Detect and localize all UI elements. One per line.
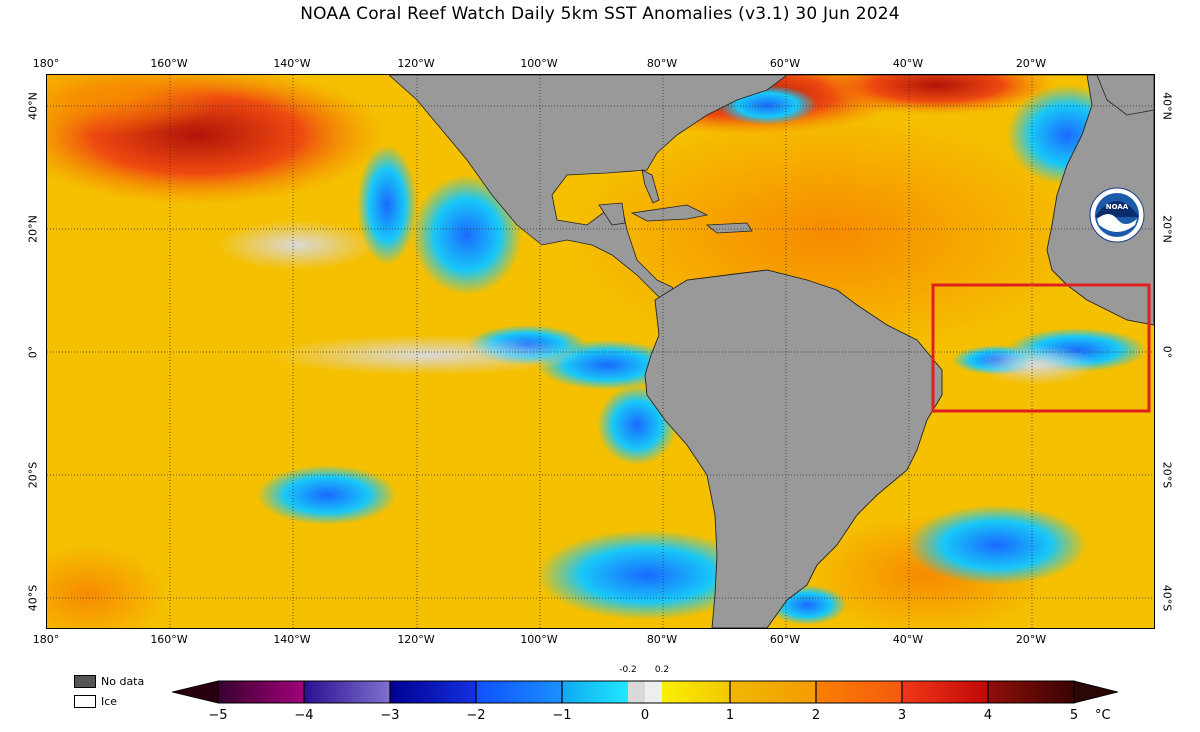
ice-swatch — [74, 695, 96, 708]
colorbar-tick-2: 2 — [811, 708, 821, 723]
colorbar-tick-4: 4 — [983, 708, 993, 723]
colorbar-min-extend — [172, 680, 219, 704]
lon-tick-top-140w: 140°W — [273, 57, 311, 70]
lat-tick-left-20s: 20°S — [26, 461, 40, 489]
lon-tick-top-80w: 80°W — [646, 57, 678, 70]
colorbar-seg-pos5 — [988, 681, 1074, 703]
highlight-box — [931, 283, 1151, 413]
colorbar-tick-neg2: −2 — [466, 708, 486, 723]
colorbar-dividers — [303, 681, 989, 703]
neutral-north-pacific — [217, 220, 377, 270]
warm-anomaly-far-north-atlantic — [817, 75, 1057, 115]
colorbar-outline — [217, 680, 1075, 704]
lon-tick-bottom-100w: 100°W — [520, 633, 558, 646]
colorbar-tick-neg0-2: -0.2 — [619, 665, 637, 675]
cool-anomaly-sw-pacific — [257, 465, 397, 525]
lon-tick-bottom-160w: 160°W — [150, 633, 188, 646]
lon-tick-top-20w: 20°W — [1015, 57, 1047, 70]
sst-anomaly-map: NOAA — [46, 74, 1155, 629]
lon-tick-bottom-140w: 140°W — [273, 633, 311, 646]
colorbar-seg-pos3 — [816, 681, 902, 703]
colorbar-seg-pos1 — [662, 681, 730, 703]
colorbar-seg-pos4 — [902, 681, 988, 703]
colorbar — [172, 680, 1118, 704]
land-hispaniola — [705, 222, 753, 234]
colorbar-tick-pos0-2: 0.2 — [654, 665, 670, 675]
lon-tick-top-40w: 40°W — [892, 57, 924, 70]
colorbar-tick-0: 0 — [640, 708, 650, 723]
legend-ice: Ice — [74, 695, 117, 708]
colorbar-tick-neg5: −5 — [208, 708, 228, 723]
cool-anomaly-baja — [412, 175, 522, 295]
warm-anomaly-nw — [47, 75, 227, 135]
neutral-eq-atlantic — [977, 345, 1097, 385]
lat-tick-right-40n: 40°N — [1160, 92, 1174, 120]
neutral-equatorial-band — [267, 335, 587, 375]
lat-tick-right-20n: 20°N — [1160, 215, 1174, 243]
lon-tick-bottom-60w: 60°W — [769, 633, 801, 646]
land-florida — [641, 169, 660, 204]
lat-tick-right-40s: 40°S — [1160, 584, 1174, 612]
cool-anomaly-south-pacific — [537, 530, 757, 620]
lat-tick-left-0: 0° — [26, 345, 40, 359]
lon-tick-top-60w: 60°W — [769, 57, 801, 70]
graticule — [47, 75, 1154, 628]
noaa-logo-text: NOAA — [1106, 203, 1129, 211]
lon-tick-bottom-20w: 20°W — [1015, 633, 1047, 646]
colorbar-tick-5: 5 — [1069, 708, 1079, 723]
cool-anomaly-california — [357, 145, 417, 265]
colorbar-tick-neg4: −4 — [294, 708, 314, 723]
land-north-america — [388, 75, 1154, 298]
ice-label: Ice — [101, 695, 118, 708]
lon-tick-bottom-80w: 80°W — [646, 633, 678, 646]
colorbar-tick-neg3: −3 — [380, 708, 400, 723]
legend-no-data: No data — [74, 675, 144, 688]
colorbar-seg-neg5 — [218, 681, 304, 703]
colorbar-tick-1: 1 — [725, 708, 735, 723]
land-cuba — [630, 204, 709, 222]
map-title: NOAA Coral Reef Watch Daily 5km SST Anom… — [300, 4, 900, 24]
no-data-swatch — [74, 675, 96, 688]
colorbar-seg-neutral-high — [645, 681, 662, 703]
lon-tick-top-100w: 100°W — [520, 57, 558, 70]
lon-tick-bottom-120w: 120°W — [397, 633, 435, 646]
colorbar-seg-neg1 — [562, 681, 628, 703]
lat-tick-left-40s: 40°S — [26, 584, 40, 612]
land-iberia — [1096, 75, 1154, 116]
colorbar-seg-neg2 — [476, 681, 562, 703]
colorbar-seg-neutral-low — [628, 681, 645, 703]
lat-tick-left-20n: 20°N — [26, 215, 40, 243]
warm-anomaly-south-pacific — [47, 545, 167, 628]
colorbar-unit: °C — [1095, 708, 1111, 723]
lon-tick-top-180: 180° — [32, 57, 60, 70]
cool-anomaly-south-atlantic — [907, 505, 1087, 585]
noaa-logo: NOAA — [1089, 187, 1145, 243]
colorbar-tick-neg1: −1 — [552, 708, 572, 723]
lat-tick-right-20s: 20°S — [1160, 461, 1174, 489]
no-data-label: No data — [101, 675, 145, 688]
land-yucatan — [598, 202, 626, 226]
colorbar-seg-neg4 — [304, 681, 390, 703]
lat-tick-right-0: 0° — [1160, 345, 1174, 359]
colorbar-max-extend — [1073, 680, 1118, 704]
colorbar-tick-3: 3 — [897, 708, 907, 723]
land-south-america — [644, 269, 943, 628]
colorbar-seg-pos2 — [730, 681, 816, 703]
lon-tick-bottom-180: 180° — [32, 633, 60, 646]
lat-tick-left-40n: 40°N — [26, 92, 40, 120]
lon-tick-top-160w: 160°W — [150, 57, 188, 70]
lon-tick-bottom-40w: 40°W — [892, 633, 924, 646]
colorbar-seg-neg3 — [390, 681, 476, 703]
lon-tick-top-120w: 120°W — [397, 57, 435, 70]
